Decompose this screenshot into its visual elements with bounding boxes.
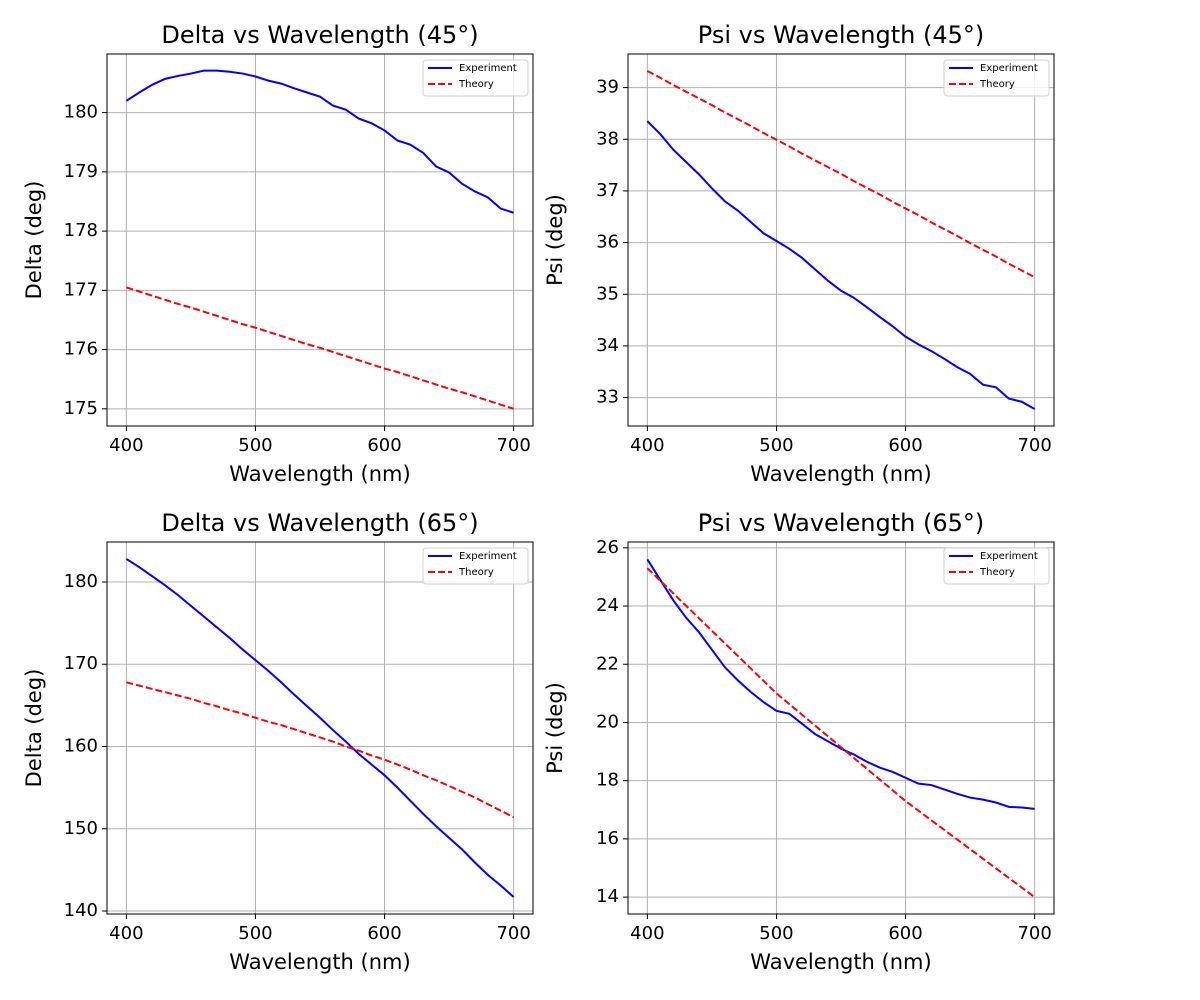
chart-title: Psi vs Wavelength (65°) [698,509,984,537]
data-line [125,558,515,898]
x-tick-label: 700 [1017,923,1051,944]
data-line [646,120,1036,410]
y-tick-label: 39 [596,77,619,98]
x-tick-label: 400 [630,923,664,944]
axes-frame [627,541,1055,915]
legend-label: Experiment [459,63,517,74]
y-tick-label: 38 [596,128,619,149]
y-axis-label: Delta (deg) [22,181,46,300]
y-tick-label: 24 [596,595,619,616]
x-tick-label: 500 [238,435,272,456]
y-tick-label: 170 [64,653,98,674]
y-tick-label: 35 [596,283,619,304]
y-tick-label: 180 [64,102,98,123]
legend-label: Theory [458,567,494,578]
y-tick-label: 176 [64,339,98,360]
x-axis-label: Wavelength (nm) [750,950,931,974]
data-line [126,286,514,410]
y-tick-label: 26 [596,537,619,558]
y-tick-label: 18 [596,770,619,791]
x-tick-label: 400 [109,923,143,944]
x-axis-label: Wavelength (nm) [750,462,931,486]
y-tick-label: 180 [64,571,98,592]
data-line [125,69,514,214]
y-tick-label: 179 [64,161,98,182]
subplot: 400 500 600 700 140 150 160 170 180 Delta vs Wave… [22,509,534,974]
x-tick-label: 600 [888,923,922,944]
legend: Experiment Theory [943,59,1050,97]
subplot: 400 500 600 700 14 16 18 20 22 24 26 Psi vs Wavelen… [543,509,1055,974]
data-line [646,567,1036,898]
legend-label: Theory [979,79,1015,90]
chart-title: Delta vs Wavelength (65°) [161,509,478,537]
legend: Experiment Theory [422,547,529,585]
legend-label: Theory [979,567,1015,578]
chart-title: Psi vs Wavelength (45°) [698,21,984,49]
y-tick-label: 22 [596,653,619,674]
y-tick-label: 177 [64,279,98,300]
x-tick-label: 400 [630,435,664,456]
legend: Experiment Theory [943,547,1050,585]
x-tick-label: 700 [496,435,530,456]
axes-frame [106,541,534,915]
data-line [126,681,515,819]
y-tick-label: 150 [64,818,98,839]
y-tick-label: 34 [596,335,619,356]
chart-title: Delta vs Wavelength (45°) [161,21,478,49]
x-axis-label: Wavelength (nm) [229,950,410,974]
x-axis-label: Wavelength (nm) [229,462,410,486]
x-tick-label: 600 [367,923,401,944]
x-tick-label: 700 [496,923,530,944]
x-tick-label: 400 [109,435,143,456]
x-tick-label: 600 [367,435,401,456]
data-line [646,70,1036,279]
legend-label: Experiment [980,63,1038,74]
y-axis-label: Psi (deg) [543,682,567,774]
y-tick-label: 160 [64,736,98,757]
y-axis-label: Psi (deg) [543,194,567,286]
legend-label: Experiment [459,551,517,562]
x-tick-label: 500 [759,435,793,456]
x-tick-label: 500 [759,923,793,944]
legend: Experiment Theory [422,59,529,97]
y-tick-label: 36 [596,232,619,253]
y-tick-label: 178 [64,220,98,241]
legend-label: Theory [458,79,494,90]
x-tick-label: 500 [238,923,272,944]
data-line [646,558,1035,810]
axes-frame [627,53,1055,427]
axes-frame [106,53,534,427]
y-axis-label: Delta (deg) [22,669,46,788]
y-tick-label: 175 [64,398,98,419]
x-tick-label: 600 [888,435,922,456]
y-tick-label: 33 [596,387,619,408]
x-tick-label: 700 [1017,435,1051,456]
y-tick-label: 20 [596,711,619,732]
subplot: 400 500 600 700 33 34 35 36 37 38 39 Psi vs Wavelen… [543,21,1055,486]
subplot: 400 500 600 700 175 176 177 178 179 180 Delta vs W… [22,21,534,486]
legend-label: Experiment [980,551,1038,562]
y-tick-label: 140 [64,900,98,921]
y-tick-label: 37 [596,180,619,201]
y-tick-label: 16 [596,828,619,849]
y-tick-label: 14 [596,886,619,907]
